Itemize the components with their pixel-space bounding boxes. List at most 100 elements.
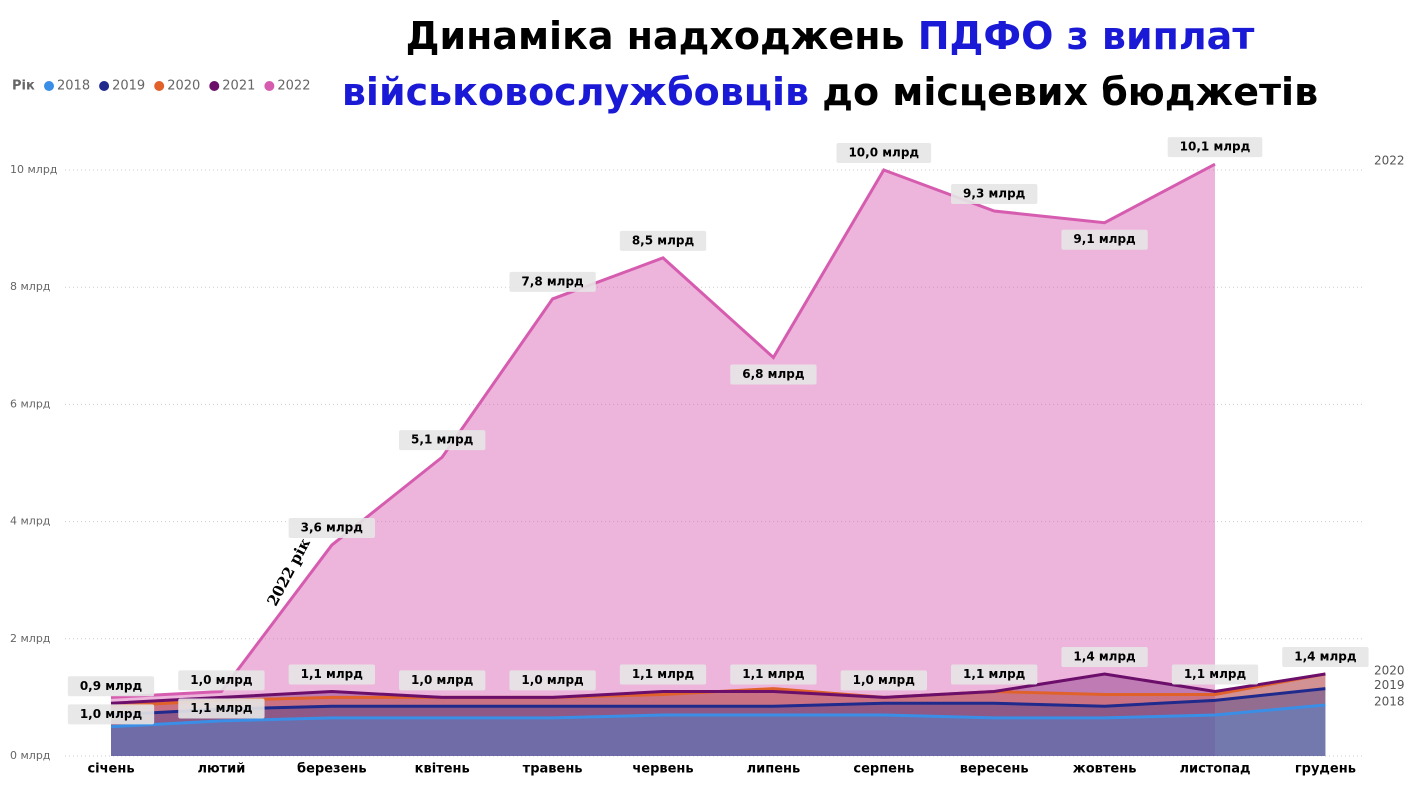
data-label-text: 5,1 млрд — [411, 433, 474, 447]
data-label: 1,0 млрд — [178, 670, 265, 691]
data-label-bg — [399, 430, 486, 451]
data-label-bg — [1171, 664, 1259, 685]
legend-marker — [99, 81, 110, 91]
data-label: 8,5 млрд — [619, 230, 707, 251]
chart-title: Динаміка надходжень ПДФО з виплат військ… — [300, 8, 1360, 120]
legend-label: 2021 — [222, 79, 255, 94]
data-label-text: 0,9 млрд — [80, 679, 143, 693]
data-label-text: 10,0 млрд — [848, 146, 919, 160]
data-label-bg — [509, 271, 596, 292]
data-label-bg — [67, 704, 155, 725]
x-tick-label: червень — [632, 762, 693, 777]
line — [110, 162, 1216, 699]
data-label-text: 7,8 млрд — [521, 274, 584, 288]
line — [110, 672, 1326, 705]
x-tick-label: травень — [523, 762, 583, 777]
data-label-bg — [509, 670, 596, 691]
data-label-text: 1,1 млрд — [963, 667, 1026, 681]
data-label: 9,3 млрд — [951, 184, 1038, 205]
x-tick-label: лютий — [197, 762, 245, 777]
line — [110, 687, 1326, 717]
data-label: 10,1 млрд — [1167, 137, 1263, 158]
data-label: 10,0 млрд — [836, 143, 932, 163]
data-label-text: 1,1 млрд — [190, 701, 253, 715]
data-label: 1,4 млрд — [1282, 646, 1369, 667]
title-part: Динаміка надходжень — [405, 14, 905, 58]
data-label: 1,0 млрд — [840, 670, 927, 691]
data-label: 1,1 млрд — [288, 664, 375, 685]
series-end-label: 2019 — [1374, 678, 1405, 692]
legend-marker — [264, 81, 275, 91]
y-tick-label: 10 млрд — [10, 163, 58, 176]
data-label: 6,8 млрд — [730, 364, 817, 385]
data-label: 1,0 млрд — [509, 670, 596, 691]
x-tick-label: квітень — [415, 762, 470, 777]
data-label: 1,1 млрд — [619, 664, 707, 685]
data-label-bg — [288, 518, 375, 539]
legend-marker — [209, 81, 220, 91]
y-tick-label: 4 млрд — [10, 515, 51, 528]
x-tick-label: січень — [87, 762, 134, 777]
title-part: військовослужбовців — [341, 70, 810, 114]
legend-label: 2019 — [112, 79, 145, 94]
data-label-bg — [840, 670, 927, 691]
data-label-bg — [951, 184, 1038, 205]
data-label-text: 1,0 млрд — [411, 673, 474, 687]
y-tick-label: 6 млрд — [10, 397, 51, 410]
data-label-text: 1,0 млрд — [80, 707, 143, 721]
x-tick-label: серпень — [853, 762, 914, 777]
data-label: 1,1 млрд — [951, 664, 1038, 685]
x-tick-label: вересень — [960, 762, 1029, 777]
data-label-bg — [1282, 646, 1369, 667]
data-label-text: 6,8 млрд — [742, 367, 805, 381]
data-label: 1,4 млрд — [1061, 646, 1148, 667]
series-end-label: 2020 — [1374, 663, 1405, 677]
area — [111, 705, 1326, 756]
data-label: 1,1 млрд — [730, 664, 817, 685]
data-label: 3,6 млрд — [288, 518, 375, 539]
data-label: 5,1 млрд — [399, 430, 486, 451]
data-label-bg — [67, 676, 155, 697]
y-tick-label: 2 млрд — [10, 632, 51, 645]
data-label: 9,1 млрд — [1061, 229, 1148, 250]
data-label: 0,9 млрд — [67, 676, 155, 697]
y-tick-label: 8 млрд — [10, 280, 51, 293]
data-label-bg — [1167, 137, 1263, 158]
data-label-text: 1,1 млрд — [742, 667, 805, 681]
legend-title: Рік — [12, 79, 35, 94]
data-label: 7,8 млрд — [509, 271, 596, 292]
data-label-text: 1,1 млрд — [301, 667, 364, 681]
data-label-text: 8,5 млрд — [632, 233, 695, 247]
data-label-text: 3,6 млрд — [301, 521, 364, 535]
series-end-label: 2018 — [1374, 695, 1405, 709]
legend-label: 2022 — [277, 79, 310, 94]
data-label-text: 10,1 млрд — [1180, 140, 1251, 154]
legend-marker — [154, 81, 165, 91]
y-tick-label: 0 млрд — [10, 749, 51, 762]
data-label-text: 1,4 млрд — [1294, 649, 1357, 663]
line — [110, 703, 1326, 729]
x-tick-label: березень — [297, 762, 367, 777]
data-label-bg — [288, 664, 375, 685]
legend-label: 2018 — [57, 79, 90, 94]
data-label-bg — [619, 230, 707, 251]
x-tick-label: жовтень — [1073, 762, 1137, 777]
series-end-label: 2022 — [1374, 154, 1405, 168]
data-label: 1,1 млрд — [178, 698, 265, 719]
data-label: 1,0 млрд — [399, 670, 486, 691]
data-label-bg — [1061, 229, 1148, 250]
data-label-text: 9,1 млрд — [1073, 232, 1136, 246]
data-label-bg — [399, 670, 486, 691]
x-tick-label: грудень — [1295, 762, 1356, 777]
legend-marker — [44, 81, 54, 91]
x-tick-label: листопад — [1179, 762, 1250, 777]
data-label-bg — [730, 664, 817, 685]
data-label-text: 1,1 млрд — [632, 667, 695, 681]
data-label-bg — [951, 664, 1038, 685]
data-label-bg — [178, 670, 265, 691]
data-label: 1,0 млрд — [67, 704, 155, 725]
data-label-bg — [836, 143, 932, 163]
data-label-text: 1,0 млрд — [853, 673, 916, 687]
